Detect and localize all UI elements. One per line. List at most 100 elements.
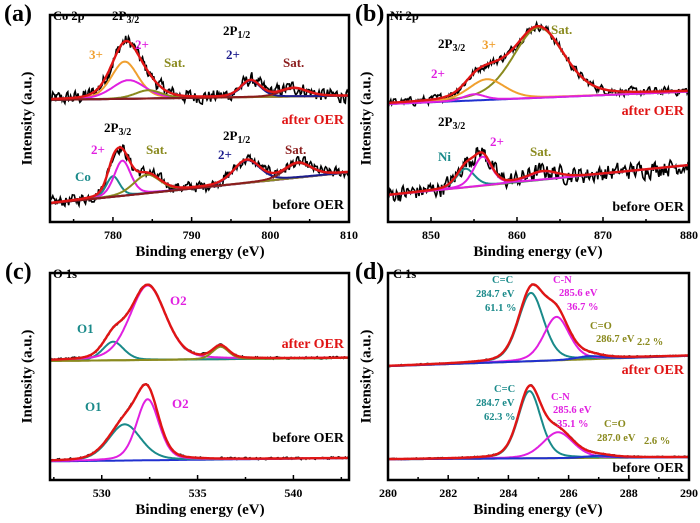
plot-frame <box>48 271 351 482</box>
panel-tag-c: (c) <box>5 259 32 285</box>
peak-position: 284.7 eV <box>476 289 515 300</box>
peak-position: 287.0 eV <box>597 433 636 444</box>
peak-percent: 2.2 % <box>637 337 664 348</box>
y-axis-title-a: Intensity (a.u.) <box>19 71 36 166</box>
fit-component-line <box>388 90 689 105</box>
series-label-before: before OER <box>612 461 684 476</box>
peak-percent: 2.6 % <box>644 436 671 447</box>
x-axis-title-c: Binding energy (eV) <box>135 502 265 518</box>
series-label-before: before OER <box>272 198 344 213</box>
peak-label: C-N <box>553 275 572 286</box>
peak-label: Sat. <box>551 22 573 37</box>
peak-label: O2 <box>170 293 187 308</box>
raw-spectrum-line <box>50 383 349 463</box>
series-label-before: before OER <box>612 200 684 215</box>
x-tick-label: 880 <box>680 228 698 242</box>
x-axis-title-b: Binding energy (eV) <box>473 244 603 260</box>
fit-envelope-line <box>50 39 349 101</box>
peak-label: Sat. <box>283 55 305 70</box>
fit-envelope-line <box>388 283 689 367</box>
x-tick-label: 860 <box>508 228 526 242</box>
plot-frame <box>386 13 691 224</box>
raw-spectrum-line <box>388 283 689 368</box>
peak-position: 285.6 eV <box>553 405 592 416</box>
panel-title-d: C 1s <box>393 267 417 281</box>
peak-label: 2+ <box>218 147 232 162</box>
fit-envelope-line <box>388 151 689 196</box>
peak-label: Sat. <box>164 55 186 70</box>
peak-label: C=O <box>590 321 612 332</box>
peak-label: C-N <box>551 392 570 403</box>
panel-title-b: Ni 2p <box>390 9 419 23</box>
x-tick-label: 280 <box>379 486 397 500</box>
fit-envelope-line <box>50 283 349 361</box>
peak-label: 2+ <box>91 142 105 157</box>
peak-percent: 62.3 % <box>484 412 516 423</box>
peak-label: 2P3/2 <box>438 36 466 54</box>
x-tick-label: 282 <box>439 486 457 500</box>
peak-label: C=C <box>492 275 514 286</box>
fit-envelope-line <box>388 25 689 105</box>
x-axis-title-d: Binding energy (eV) <box>473 502 603 518</box>
peak-label: 2P3/2 <box>112 8 140 26</box>
x-tick-label: 790 <box>183 228 201 242</box>
peak-label: Co <box>75 169 91 184</box>
x-tick-label: 780 <box>104 228 122 242</box>
x-tick-label: 530 <box>93 486 111 500</box>
peak-position: 286.7 eV <box>596 334 635 345</box>
fit-component-line <box>388 291 689 367</box>
peak-label: O1 <box>77 321 94 336</box>
series-label-before: before OER <box>272 431 344 446</box>
series-label-after: after OER <box>281 337 344 352</box>
peak-label: C=C <box>494 384 516 395</box>
series-label-after: after OER <box>621 104 684 119</box>
x-axis-title-a: Binding energy (eV) <box>135 244 265 260</box>
x-tick-label: 540 <box>284 486 302 500</box>
peak-label: 3+ <box>89 47 103 62</box>
peak-label: 2P3/2 <box>104 120 132 138</box>
peak-label: O2 <box>172 396 189 411</box>
peak-label: Sat. <box>146 142 168 157</box>
peak-percent: 35.1 % <box>557 419 589 430</box>
peak-label: O1 <box>85 399 102 414</box>
peak-percent: 61.1 % <box>485 303 517 314</box>
x-tick-label: 284 <box>499 486 517 500</box>
x-tick-label: 288 <box>620 486 638 500</box>
panel-tag-b: (b) <box>355 1 385 27</box>
panel-tag-a: (a) <box>4 1 32 27</box>
peak-label: Sat. <box>285 142 307 157</box>
x-tick-label: 850 <box>422 228 440 242</box>
x-tick-label: 870 <box>594 228 612 242</box>
x-tick-label: 800 <box>261 228 279 242</box>
peak-label: 2P3/2 <box>438 114 466 132</box>
peak-position: 285.6 eV <box>559 288 598 299</box>
plot-frame <box>48 13 351 224</box>
peak-label: 2P1/2 <box>223 128 251 146</box>
y-axis-title-c: Intensity (a.u.) <box>19 329 36 424</box>
peak-label: 2+ <box>135 37 149 52</box>
fit-envelope-line <box>388 384 689 461</box>
panel-title-c: O 1s <box>53 267 77 281</box>
raw-spectrum-line <box>388 146 689 203</box>
fit-envelope-line <box>50 383 349 462</box>
panel-title-a: Co 2p <box>53 9 85 23</box>
peak-label: 2P1/2 <box>223 23 251 41</box>
y-axis-title-b: Intensity (a.u.) <box>358 71 375 166</box>
peak-percent: 36.7 % <box>567 302 599 313</box>
peak-label: 3+ <box>482 37 496 52</box>
peak-label: C=O <box>604 419 626 430</box>
peak-label: Sat. <box>530 144 552 159</box>
peak-label: 2+ <box>431 66 445 81</box>
peak-label: 2+ <box>490 134 504 149</box>
fit-envelope-line <box>50 146 349 205</box>
panel-tag-d: (d) <box>355 259 385 285</box>
x-tick-label: 286 <box>560 486 578 500</box>
x-tick-label: 535 <box>189 486 207 500</box>
x-tick-label: 810 <box>340 228 358 242</box>
peak-label: Ni <box>438 149 451 164</box>
x-tick-label: 290 <box>680 486 698 500</box>
series-label-after: after OER <box>621 363 684 378</box>
series-label-after: after OER <box>281 113 344 128</box>
peak-label: 2+ <box>226 47 240 62</box>
